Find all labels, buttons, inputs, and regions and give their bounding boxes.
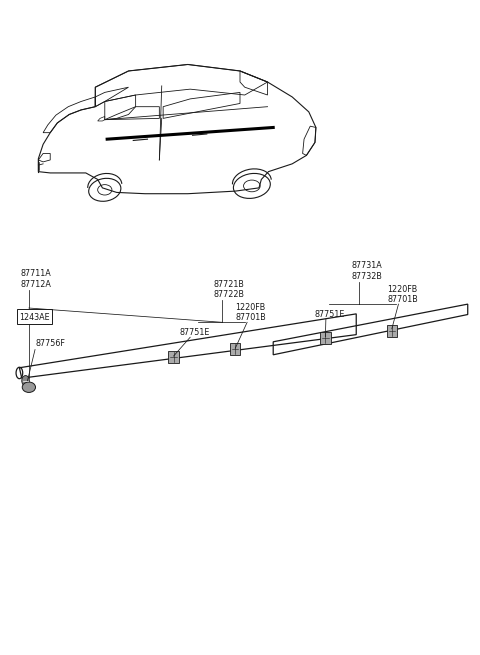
- Text: 87751E: 87751E: [315, 310, 345, 319]
- Text: 1220FB
87701B: 1220FB 87701B: [387, 285, 418, 304]
- FancyBboxPatch shape: [230, 343, 240, 355]
- Text: 87721B
87722B: 87721B 87722B: [214, 280, 245, 299]
- Text: 87751E: 87751E: [180, 328, 210, 337]
- Circle shape: [22, 375, 29, 386]
- FancyBboxPatch shape: [320, 332, 331, 344]
- FancyBboxPatch shape: [168, 351, 179, 363]
- Text: 1243AE: 1243AE: [19, 312, 49, 322]
- Text: 87731A
87732B: 87731A 87732B: [351, 261, 383, 281]
- Ellipse shape: [22, 382, 36, 392]
- Text: 1220FB
87701B: 1220FB 87701B: [235, 303, 266, 322]
- FancyBboxPatch shape: [386, 325, 397, 337]
- Text: 87711A
87712A: 87711A 87712A: [21, 269, 52, 289]
- Text: 87756F: 87756F: [35, 339, 65, 348]
